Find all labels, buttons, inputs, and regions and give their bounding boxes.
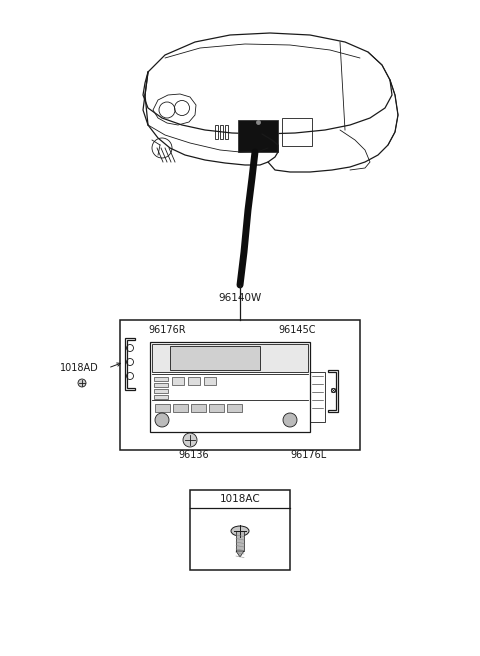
Bar <box>225 125 228 139</box>
Text: 96136: 96136 <box>178 450 209 460</box>
Bar <box>154 395 168 399</box>
Text: 1018AC: 1018AC <box>220 494 260 504</box>
Circle shape <box>283 413 297 427</box>
Bar <box>155 404 170 412</box>
Text: 96145C: 96145C <box>278 325 315 335</box>
Text: 96176R: 96176R <box>148 325 186 335</box>
Bar <box>172 377 184 385</box>
Bar <box>191 404 206 412</box>
Bar <box>152 344 308 372</box>
Bar <box>170 346 260 370</box>
Bar <box>150 342 310 432</box>
Circle shape <box>78 379 86 387</box>
Circle shape <box>155 413 169 427</box>
Bar <box>282 118 312 146</box>
Bar <box>154 383 168 387</box>
Bar <box>188 377 200 385</box>
Bar <box>220 125 223 139</box>
Bar <box>310 372 325 422</box>
Ellipse shape <box>231 526 249 536</box>
Bar <box>120 320 360 450</box>
Bar <box>204 377 216 385</box>
Bar <box>154 377 168 381</box>
Bar <box>215 125 218 139</box>
Text: 1018AD: 1018AD <box>60 363 99 373</box>
Circle shape <box>183 433 197 447</box>
Bar <box>238 120 278 152</box>
Bar <box>236 531 244 551</box>
Polygon shape <box>236 551 244 557</box>
Bar <box>227 404 242 412</box>
Bar <box>154 389 168 393</box>
Text: 96176L: 96176L <box>290 450 326 460</box>
Bar <box>209 404 224 412</box>
Bar <box>173 404 188 412</box>
Text: 96140W: 96140W <box>218 293 262 303</box>
Bar <box>190 490 290 570</box>
